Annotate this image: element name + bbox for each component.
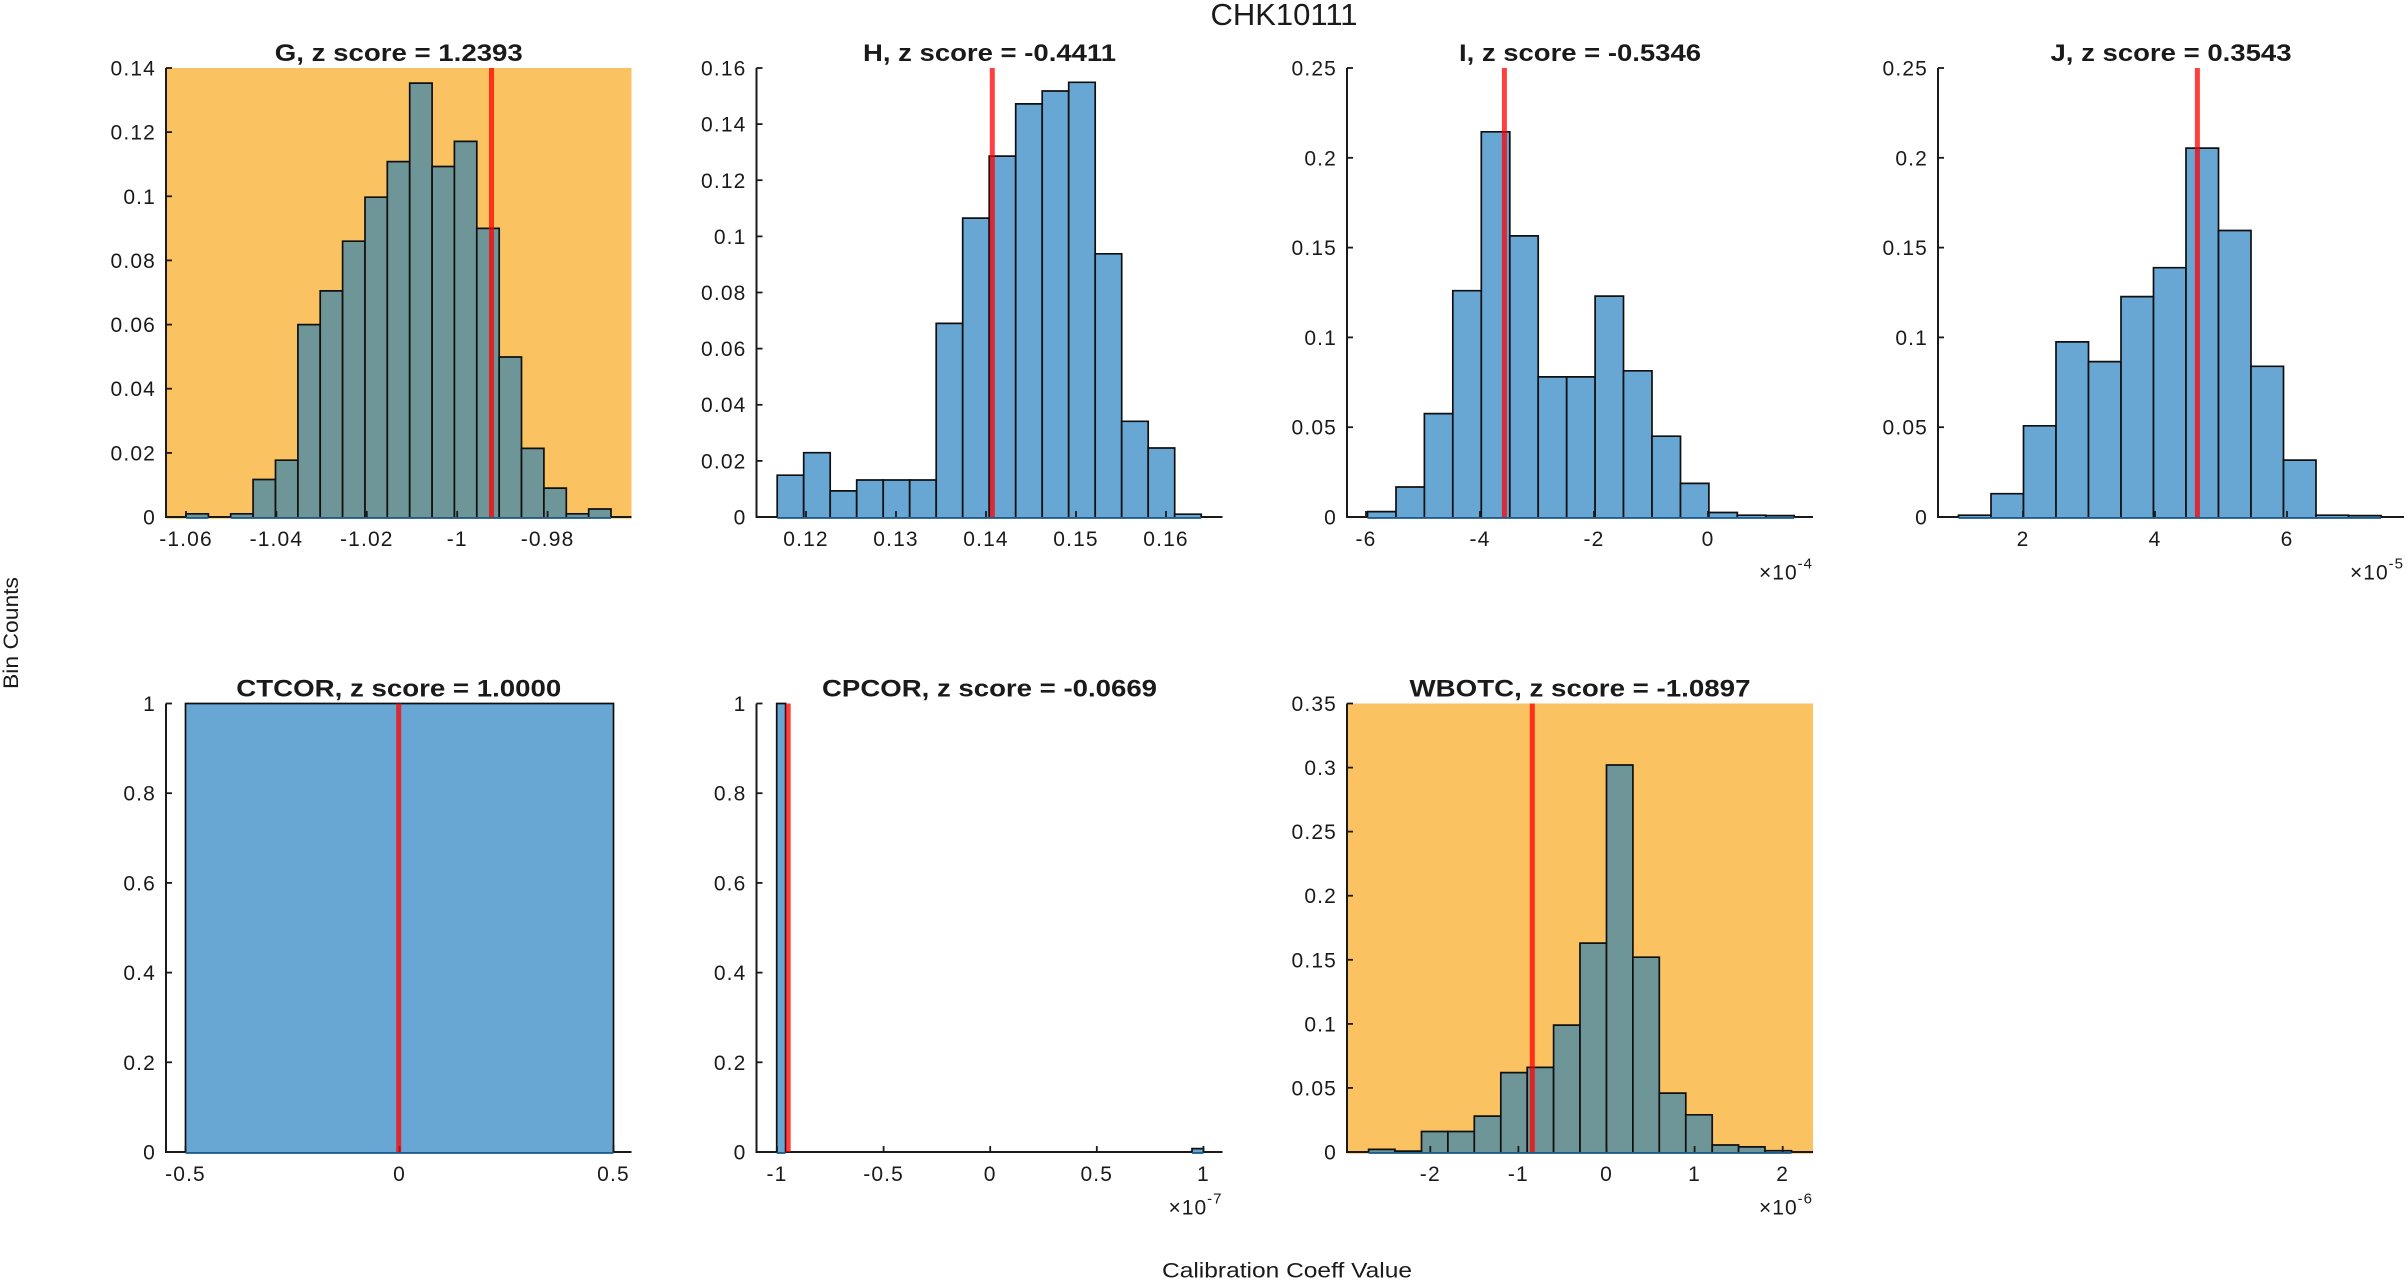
svg-text:0.5: 0.5 — [597, 1163, 630, 1186]
svg-text:0.05: 0.05 — [1292, 1077, 1337, 1100]
svg-text:WBOTC, z score = -1.0897: WBOTC, z score = -1.0897 — [1410, 676, 1751, 703]
svg-text:0.25: 0.25 — [1883, 58, 1928, 81]
svg-text:0: 0 — [1915, 507, 1928, 530]
svg-text:0.15: 0.15 — [1292, 237, 1337, 260]
svg-text:CPCOR, z score = -0.0669: CPCOR, z score = -0.0669 — [822, 676, 1157, 703]
svg-text:1: 1 — [1197, 1163, 1210, 1186]
svg-text:0: 0 — [1600, 1163, 1613, 1186]
svg-text:0.16: 0.16 — [1143, 528, 1188, 551]
svg-text:1: 1 — [143, 693, 156, 716]
svg-text:0.02: 0.02 — [111, 442, 156, 465]
svg-text:0: 0 — [1324, 507, 1337, 530]
svg-text:0.25: 0.25 — [1292, 58, 1337, 81]
svg-text:0.12: 0.12 — [701, 170, 746, 193]
svg-text:0.12: 0.12 — [783, 528, 828, 551]
svg-text:-1: -1 — [447, 528, 468, 551]
svg-text:0.8: 0.8 — [714, 783, 747, 806]
svg-text:0.08: 0.08 — [701, 282, 746, 305]
svg-text:H, z score = -0.4411: H, z score = -0.4411 — [863, 40, 1116, 67]
svg-text:4: 4 — [2149, 528, 2162, 551]
svg-text:0: 0 — [734, 1142, 747, 1165]
svg-text:6: 6 — [2281, 528, 2294, 551]
svg-text:0.15: 0.15 — [1053, 528, 1098, 551]
svg-text:0.14: 0.14 — [111, 58, 156, 81]
svg-text:0.15: 0.15 — [1883, 237, 1928, 260]
svg-text:0.1: 0.1 — [123, 186, 156, 209]
svg-text:-1.04: -1.04 — [250, 528, 304, 551]
svg-text:1: 1 — [1688, 1163, 1701, 1186]
svg-text:0.13: 0.13 — [873, 528, 918, 551]
svg-text:0.04: 0.04 — [111, 378, 156, 401]
svg-text:Bin Counts: Bin Counts — [0, 577, 23, 689]
svg-text:2: 2 — [1776, 1163, 1789, 1186]
svg-text:0.35: 0.35 — [1292, 693, 1337, 716]
svg-text:0: 0 — [1702, 528, 1715, 551]
svg-text:0.1: 0.1 — [1304, 327, 1337, 350]
svg-text:0: 0 — [143, 1142, 156, 1165]
svg-text:0.2: 0.2 — [1304, 147, 1337, 170]
svg-text:0: 0 — [393, 1163, 406, 1186]
svg-text:0.14: 0.14 — [963, 528, 1008, 551]
svg-text:0: 0 — [734, 507, 747, 530]
svg-text:0.08: 0.08 — [111, 250, 156, 273]
svg-text:0.06: 0.06 — [701, 338, 746, 361]
svg-text:-1: -1 — [767, 1163, 788, 1186]
svg-text:0.2: 0.2 — [714, 1052, 747, 1075]
svg-text:0.02: 0.02 — [701, 450, 746, 473]
svg-text:0.8: 0.8 — [123, 783, 156, 806]
svg-text:0: 0 — [984, 1163, 997, 1186]
svg-text:0.6: 0.6 — [714, 872, 747, 895]
svg-text:-2: -2 — [1584, 528, 1605, 551]
svg-text:-4: -4 — [1470, 528, 1491, 551]
svg-text:0: 0 — [143, 507, 156, 530]
svg-text:1: 1 — [734, 693, 747, 716]
svg-text:-0.5: -0.5 — [165, 1163, 206, 1186]
svg-text:0.04: 0.04 — [701, 394, 746, 417]
svg-text:I, z score = -0.5346: I, z score = -0.5346 — [1459, 40, 1701, 67]
svg-text:0.3: 0.3 — [1304, 757, 1337, 780]
svg-text:0.12: 0.12 — [111, 122, 156, 145]
svg-text:G, z score = 1.2393: G, z score = 1.2393 — [275, 40, 523, 67]
svg-text:CHK10111: CHK10111 — [1210, 0, 1357, 32]
svg-text:0.2: 0.2 — [1895, 147, 1928, 170]
svg-text:0.1: 0.1 — [1895, 327, 1928, 350]
svg-text:0.2: 0.2 — [1304, 885, 1337, 908]
svg-text:0.4: 0.4 — [714, 962, 747, 985]
svg-text:0.16: 0.16 — [701, 58, 746, 81]
svg-text:CTCOR, z score = 1.0000: CTCOR, z score = 1.0000 — [236, 676, 561, 703]
svg-text:0.5: 0.5 — [1080, 1163, 1113, 1186]
svg-text:0.1: 0.1 — [1304, 1013, 1337, 1036]
svg-text:0: 0 — [1324, 1142, 1337, 1165]
svg-text:-2: -2 — [1420, 1163, 1441, 1186]
svg-text:0.15: 0.15 — [1292, 949, 1337, 972]
svg-text:0.1: 0.1 — [714, 226, 747, 249]
svg-text:0.2: 0.2 — [123, 1052, 156, 1075]
svg-text:-6: -6 — [1356, 528, 1377, 551]
svg-text:0.4: 0.4 — [123, 962, 156, 985]
svg-text:-1: -1 — [1508, 1163, 1529, 1186]
svg-text:-0.98: -0.98 — [521, 528, 575, 551]
svg-text:0.06: 0.06 — [111, 314, 156, 337]
svg-text:0.05: 0.05 — [1883, 417, 1928, 440]
svg-text:-0.5: -0.5 — [863, 1163, 904, 1186]
svg-text:0.05: 0.05 — [1292, 417, 1337, 440]
svg-text:0.14: 0.14 — [701, 114, 746, 137]
svg-text:0.25: 0.25 — [1292, 821, 1337, 844]
svg-text:-1.06: -1.06 — [159, 528, 213, 551]
svg-text:-1.02: -1.02 — [340, 528, 394, 551]
svg-text:0.6: 0.6 — [123, 872, 156, 895]
svg-text:J, z score = 0.3543: J, z score = 0.3543 — [2051, 40, 2292, 67]
svg-text:2: 2 — [2017, 528, 2030, 551]
svg-text:Calibration Coeff Value: Calibration Coeff Value — [1162, 1260, 1412, 1281]
